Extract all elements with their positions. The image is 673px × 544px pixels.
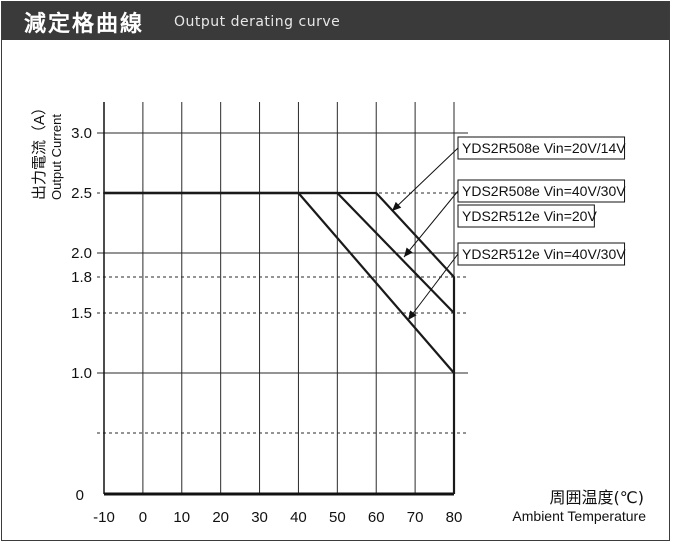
y-axis-label-en: Output Current [49, 114, 64, 200]
legend-label: YDS2R512e Vin=40V/30V [462, 246, 626, 262]
x-tick-label: 20 [212, 509, 229, 526]
x-tick-label: -10 [93, 509, 115, 526]
x-tick-label: 50 [329, 509, 346, 526]
legend-pointer [407, 253, 459, 321]
header-bar: 減定格曲線 Output derating curve [2, 2, 669, 40]
y-tick-label: 1.5 [71, 305, 92, 322]
x-tick-label: 10 [173, 509, 190, 526]
legend-label: YDS2R508e Vin=20V/14V [462, 140, 626, 156]
y-axis-label-cn: 出力電流（A） [31, 100, 48, 200]
grid [97, 102, 468, 496]
x-axis-label-cn: 周囲温度(℃) [550, 488, 644, 507]
legend-arrowhead [408, 310, 417, 320]
legend-label: YDS2R512e Vin=20V [462, 208, 597, 224]
legend-arrowhead [392, 201, 402, 211]
x-tick-label: 60 [368, 509, 385, 526]
derating-curve [104, 191, 456, 494]
legend-box [457, 204, 595, 228]
x-tick-label: 80 [446, 509, 463, 526]
legend-pointer [403, 190, 459, 258]
y-tick-label: 2.0 [71, 245, 92, 262]
y-tick-label: 0 [76, 487, 84, 504]
legend-pointer [391, 147, 459, 212]
legend: YDS2R508e Vin=20V/14V YDS2R508e Vin=40V/3… [391, 136, 626, 321]
x-tick-label: 30 [251, 509, 268, 526]
y-tick-label: 2.5 [71, 185, 92, 202]
x-tick-label: 0 [139, 509, 147, 526]
derating-curve [104, 191, 455, 374]
curves [104, 191, 456, 494]
legend-label: YDS2R508e Vin=40V/30V [462, 183, 626, 199]
chart-title-cn: 減定格曲線 [24, 12, 145, 37]
x-tick-label: 40 [290, 509, 307, 526]
tick-labels: -10 0 10 20 30 40 50 60 70 80 0 1.0 1.5 1.8 2.0 2.5 3.0 [71, 125, 462, 526]
x-tick-label: 70 [407, 509, 424, 526]
x-axis-label-en: Ambient Temperature [512, 508, 646, 524]
legend-arrowhead [404, 247, 413, 257]
chart-title-en: Output derating curve [174, 14, 341, 30]
y-tick-label: 1.8 [71, 269, 92, 286]
y-tick-label: 1.0 [71, 365, 92, 382]
y-tick-label: 3.0 [71, 125, 92, 142]
